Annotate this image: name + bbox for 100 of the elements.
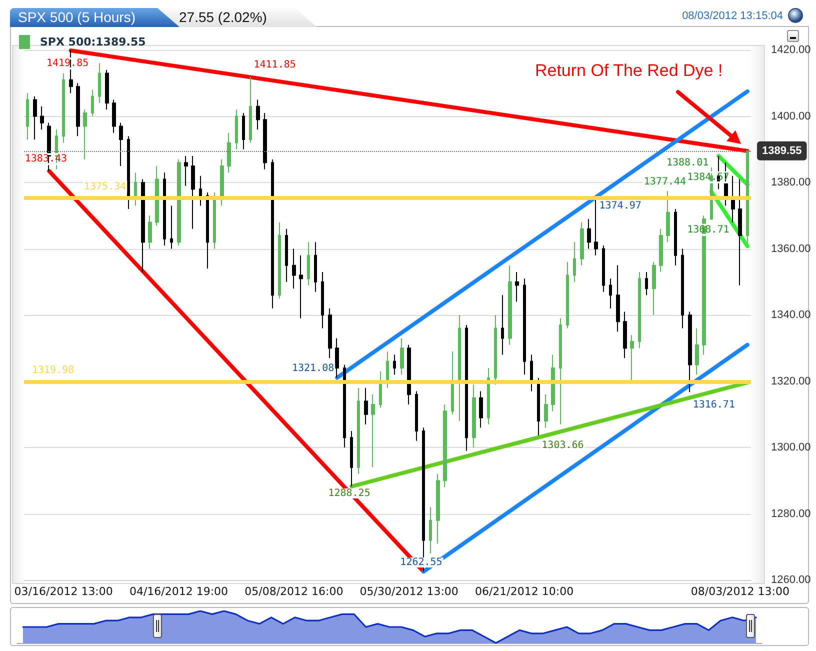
candlestick — [501, 294, 504, 356]
x-tick-label: 04/16/2012 19:00 — [129, 585, 228, 598]
candlestick — [494, 314, 497, 386]
candlestick — [472, 384, 476, 448]
candlestick — [616, 264, 620, 332]
candlestick — [688, 311, 692, 393]
y-tick-label: 1400.00 — [771, 110, 811, 122]
candlestick — [292, 248, 296, 289]
candlestick — [184, 156, 188, 186]
annotation: Return Of The Red Dye ! — [534, 61, 723, 80]
candlestick — [170, 205, 173, 250]
candlestick — [271, 158, 274, 309]
candlestick — [199, 175, 202, 206]
candlestick — [242, 112, 245, 150]
x-tick-label: 05/08/2012 16:00 — [244, 585, 344, 598]
candlestick — [83, 109, 87, 160]
candlestick — [321, 271, 324, 329]
candlestick — [674, 208, 677, 266]
y-tick-label: 1260.00 — [771, 574, 811, 586]
candlestick — [580, 222, 584, 266]
candlestick — [623, 311, 627, 359]
candlestick — [307, 242, 310, 286]
x-tick-label: 08/03/2012 13:00 — [690, 585, 790, 598]
candlestick — [479, 390, 483, 428]
candlestick — [314, 242, 317, 292]
y-tick-label: 1300.00 — [771, 442, 811, 454]
candlestick — [429, 506, 432, 554]
legend-label: SPX 500:1389.55 — [40, 36, 146, 48]
candlestick — [645, 271, 648, 296]
y-tick-label: 1280.00 — [771, 508, 811, 520]
annotation: 1288.25 — [328, 488, 370, 499]
candlestick — [436, 474, 440, 544]
candlestick — [537, 377, 540, 436]
candlestick — [573, 242, 576, 282]
annotation: 1321.08 — [292, 363, 334, 374]
candlestick — [515, 271, 519, 302]
candlestick — [249, 76, 252, 144]
annotation: 1411.85 — [254, 59, 296, 70]
candlestick — [609, 278, 612, 309]
candlestick — [487, 368, 490, 425]
ref-line-label: 1375.34 — [84, 181, 126, 192]
candlestick — [285, 228, 288, 282]
candlestick — [695, 328, 699, 376]
candlestick — [415, 390, 418, 442]
annotation: 1316.71 — [692, 400, 735, 411]
annotation: 1303.66 — [542, 440, 584, 451]
annotation: 1262.55 — [400, 557, 442, 568]
candlestick — [155, 165, 159, 226]
candlestick — [263, 112, 267, 170]
candlestick — [407, 344, 411, 405]
candlestick — [119, 122, 123, 166]
candlestick — [731, 175, 735, 223]
candlestick — [602, 244, 605, 292]
y-tick-label: 1360.00 — [771, 242, 811, 255]
candlestick — [177, 158, 181, 246]
candlestick — [523, 278, 526, 376]
candlestick — [227, 132, 231, 174]
candlestick — [443, 404, 447, 488]
candlestick — [544, 394, 548, 428]
candlestick — [681, 248, 684, 329]
candlestick — [350, 430, 353, 487]
candlestick — [371, 394, 375, 468]
candlestick — [191, 156, 195, 230]
annotation: 1388.01 — [666, 157, 709, 168]
candlestick — [465, 324, 468, 452]
candlestick — [206, 192, 209, 270]
y-tick-label: 1420.00 — [771, 44, 811, 56]
chart-title: SPX 500 (5 Hours) — [10, 8, 180, 27]
candlestick — [220, 158, 224, 206]
x-tick-label: 03/16/2012 13:00 — [14, 585, 113, 598]
candlestick — [638, 271, 641, 349]
y-tick-label: 1380.00 — [771, 176, 811, 188]
y-tick-label: 1340.00 — [771, 309, 811, 321]
chart-subtitle: 27.55 (2.02%) — [150, 8, 317, 27]
candlestick — [587, 218, 591, 250]
candlestick — [127, 136, 130, 210]
candlestick — [379, 370, 382, 408]
candlestick — [335, 338, 339, 378]
candlestick — [213, 192, 216, 250]
candlestick — [76, 82, 80, 137]
candlestick — [299, 254, 303, 319]
annotation: 1377.44 — [644, 176, 686, 188]
candlestick — [98, 62, 101, 104]
candlestick — [630, 334, 634, 382]
candlestick — [278, 222, 281, 299]
candlestick — [386, 350, 389, 388]
candlestick — [105, 69, 109, 110]
candlestick — [594, 198, 598, 256]
candlestick — [451, 350, 454, 415]
candlestick — [738, 178, 742, 286]
candlestick — [652, 262, 656, 316]
candlestick — [26, 92, 29, 140]
candlestick — [659, 228, 663, 272]
candlestick — [62, 72, 65, 144]
annotation: 1374.97 — [599, 200, 642, 212]
text: 08/03/2012 13:15:04 — [682, 10, 783, 22]
candlestick — [148, 215, 152, 250]
candlestick — [33, 96, 37, 140]
candlestick — [357, 387, 360, 474]
candlestick — [559, 318, 562, 425]
